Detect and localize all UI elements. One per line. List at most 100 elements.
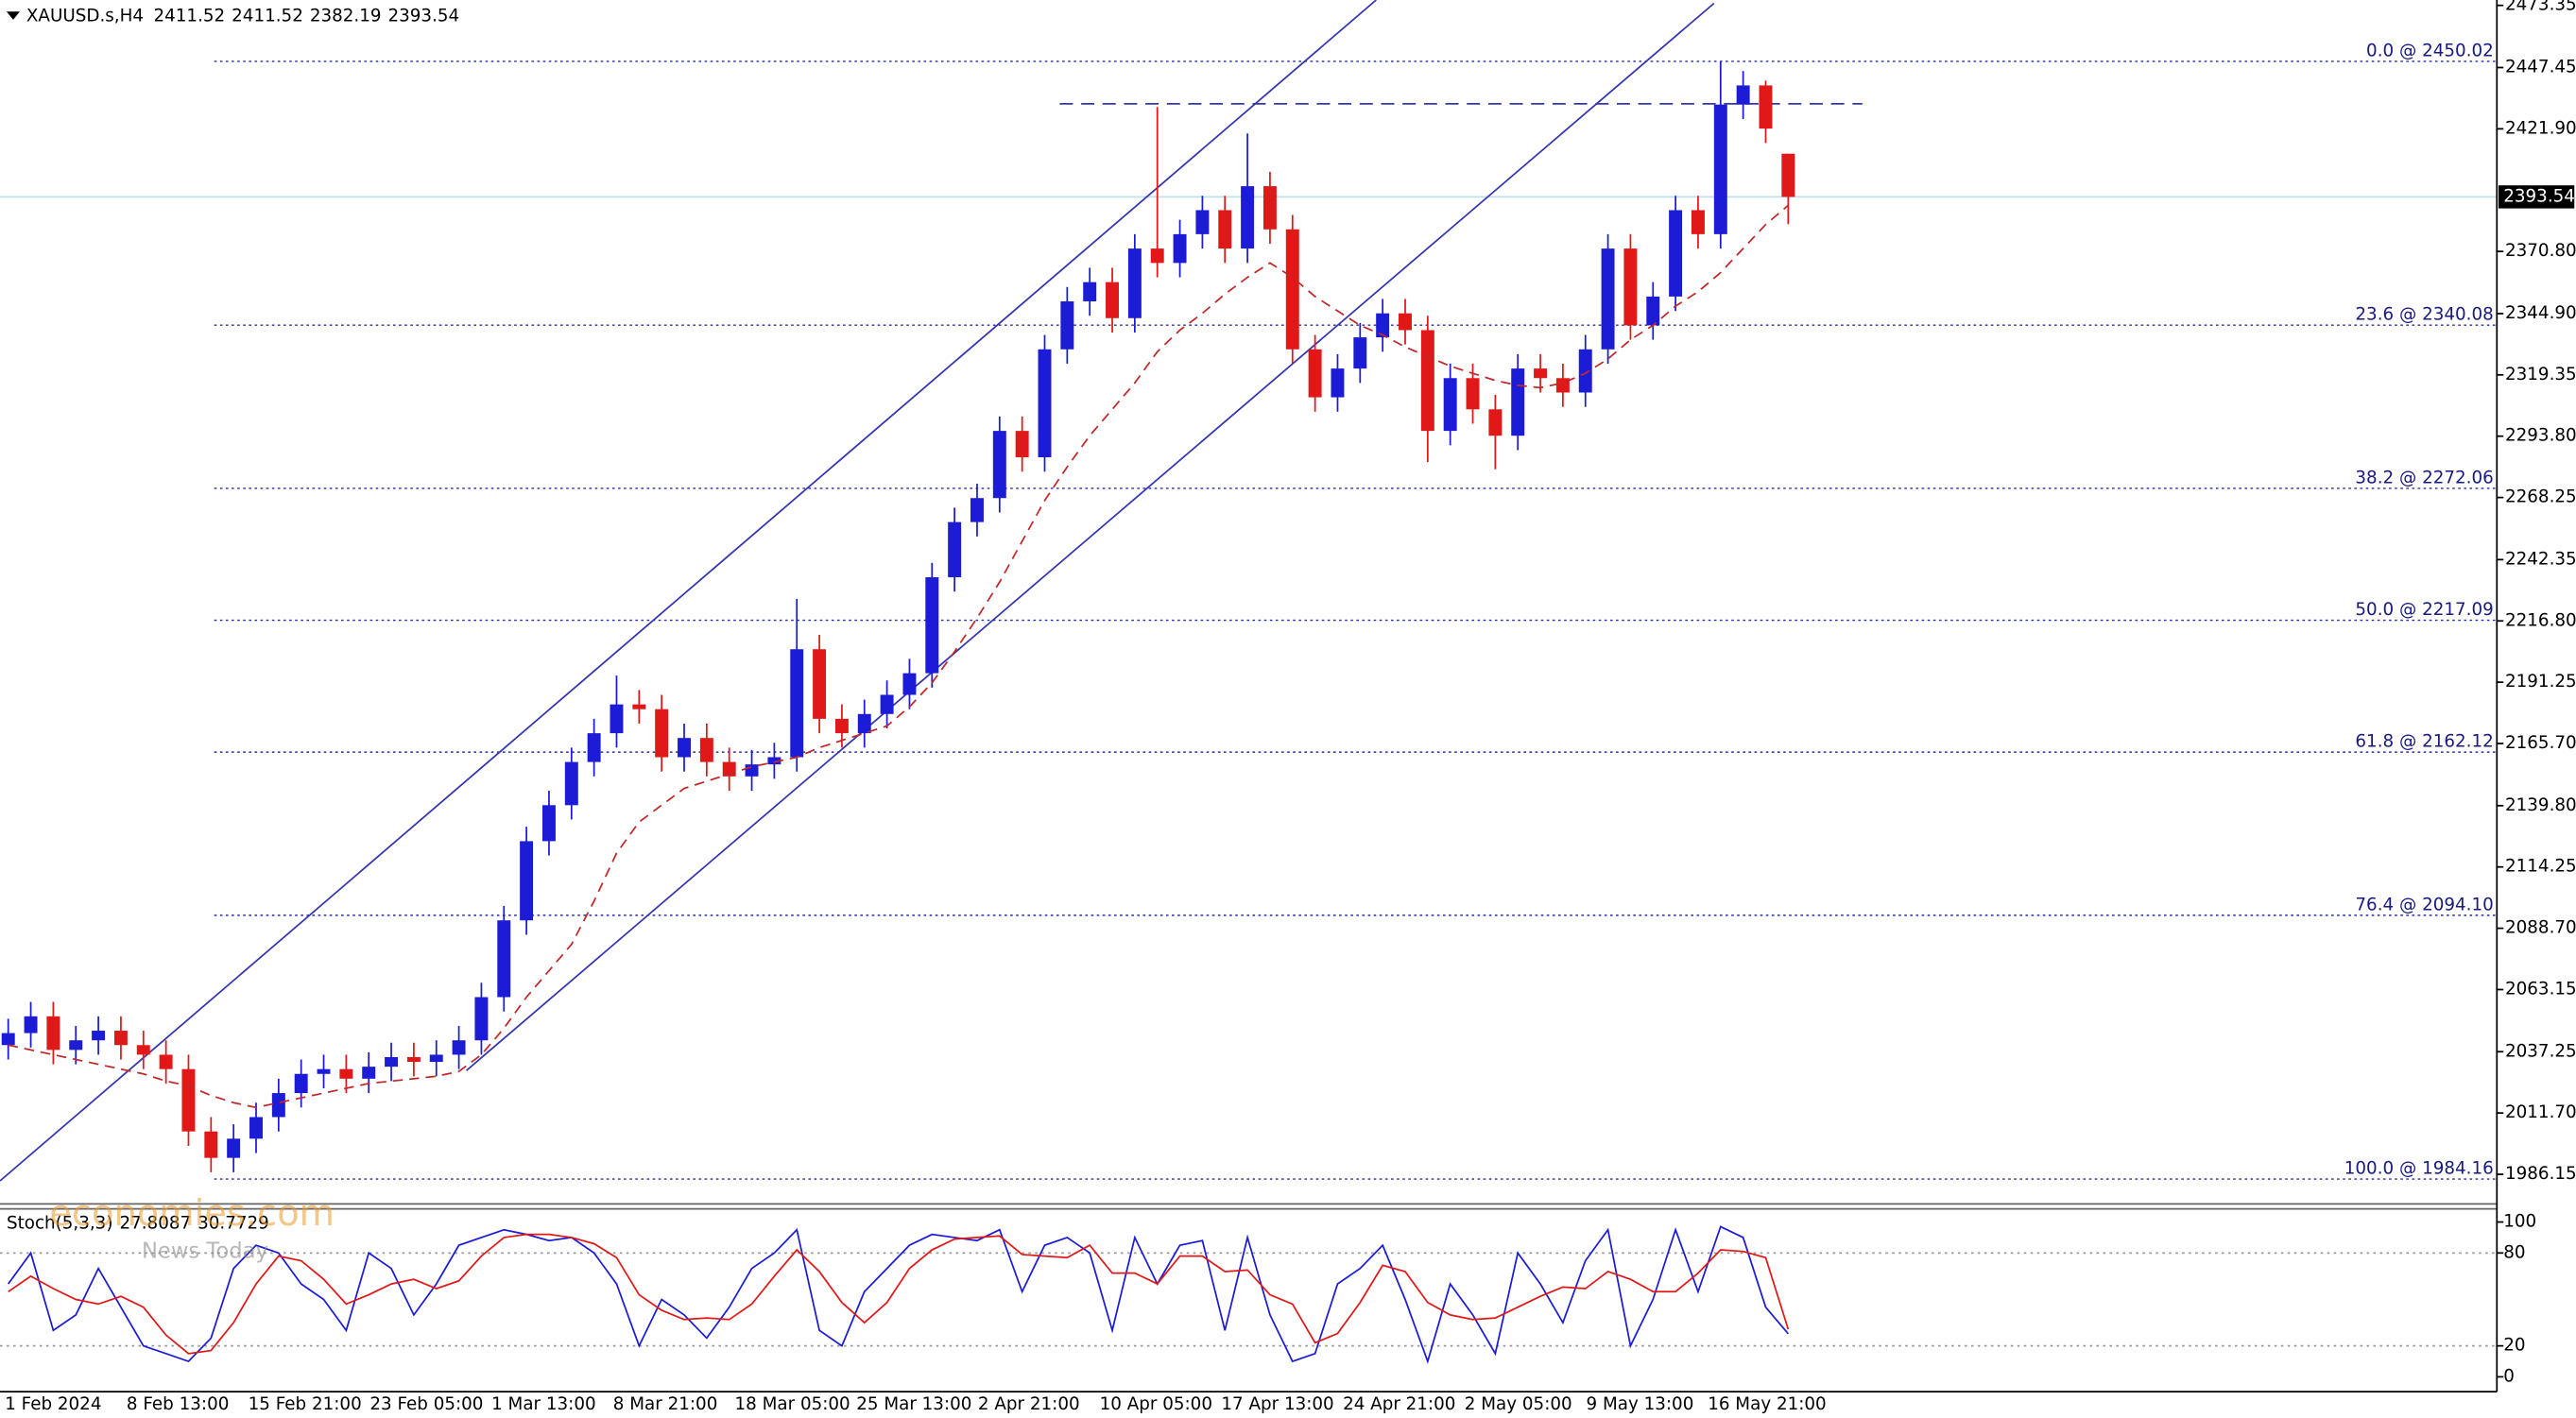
- candle-body: [69, 1040, 83, 1051]
- x-tick-label: 1 Feb 2024: [5, 1394, 101, 1414]
- fib-label: 23.6 @ 2340.08: [2355, 305, 2493, 325]
- candle-body: [181, 1068, 196, 1132]
- candle-body: [1195, 210, 1210, 234]
- current-price-box: [2499, 185, 2575, 209]
- candle-body: [1669, 210, 1683, 297]
- candle-body: [46, 1016, 60, 1051]
- candle-body: [1443, 378, 1457, 432]
- candle-body: [1353, 337, 1367, 369]
- candle-body: [1127, 248, 1142, 318]
- candle-body: [1308, 349, 1322, 398]
- k-value: 27.8087: [119, 1213, 191, 1233]
- candle-body: [610, 704, 624, 734]
- candle-body: [587, 733, 601, 762]
- current-price-label: 2393.54: [2503, 186, 2575, 206]
- y-tick-label: 2268.25: [2505, 487, 2576, 507]
- watermark-subtitle: News Today: [142, 1239, 268, 1263]
- x-tick-label: 8 Mar 21:00: [613, 1394, 718, 1414]
- candle-body: [520, 841, 534, 921]
- candle-body: [1601, 248, 1615, 350]
- candle-body: [948, 521, 962, 578]
- y-tick-label: 2319.35: [2505, 365, 2576, 384]
- x-tick-label: 1 Mar 13:00: [491, 1394, 596, 1414]
- x-tick-label: 17 Apr 13:00: [1221, 1394, 1333, 1414]
- y-tick-label: 2344.90: [2505, 303, 2576, 323]
- y-tick-label: 2139.80: [2505, 795, 2576, 815]
- candle-body: [385, 1056, 399, 1068]
- candle-body: [1691, 210, 1705, 234]
- candle-body: [925, 577, 939, 674]
- candle-body: [317, 1068, 331, 1074]
- candle-body: [699, 738, 713, 762]
- stoch-line: [8, 1233, 1790, 1355]
- candle-body: [541, 805, 556, 842]
- x-tick-label: 15 Feb 21:00: [249, 1394, 362, 1414]
- y-tick-label: 0: [2503, 1366, 2515, 1386]
- candle-body: [474, 997, 489, 1041]
- y-tick-label: 2011.70: [2505, 1102, 2576, 1122]
- candle-body: [767, 757, 781, 765]
- y-tick-label: 20: [2503, 1336, 2525, 1356]
- y-tick-label: 2473.35: [2505, 0, 2576, 15]
- candle-body: [1150, 248, 1164, 264]
- d-value: 30.7729: [197, 1213, 269, 1233]
- watermark-title: economies.com: [49, 1192, 335, 1235]
- x-tick-label: 2 May 05:00: [1465, 1394, 1572, 1414]
- candle-body: [1623, 248, 1638, 326]
- candle-body: [745, 764, 759, 777]
- candle-body: [1646, 296, 1660, 326]
- open-value: 2411.52: [154, 6, 226, 26]
- candle-body: [1578, 349, 1592, 393]
- x-tick-label: 9 May 13:00: [1587, 1394, 1694, 1414]
- candle-body: [1083, 282, 1097, 301]
- y-tick-label: 2421.90: [2505, 118, 2576, 138]
- candle-body: [1376, 313, 1390, 338]
- symbol-header: XAUUSD.s,H4 2411.52 2411.52 2382.19 2393.54: [26, 6, 459, 26]
- x-tick-label: 23 Feb 05:00: [369, 1394, 483, 1414]
- candle-body: [1060, 300, 1074, 350]
- channel-upper: [0, 0, 1377, 1182]
- candle-body: [249, 1117, 263, 1139]
- candle-body: [1488, 409, 1503, 436]
- y-tick-label: 80: [2503, 1242, 2525, 1262]
- close-value: 2393.54: [388, 6, 460, 26]
- stoch-header: Stoch(5,3,3) 27.8087 30.7729: [7, 1213, 269, 1233]
- x-tick-label: 18 Mar 05:00: [735, 1394, 850, 1414]
- candle-body: [1736, 85, 1750, 105]
- y-tick-label: 2447.45: [2505, 57, 2576, 77]
- candle-body: [655, 709, 669, 758]
- candle-body: [24, 1016, 38, 1034]
- x-tick-label: 25 Mar 13:00: [856, 1394, 971, 1414]
- y-tick-label: 2088.70: [2505, 918, 2576, 938]
- x-tick-label: 16 May 21:00: [1708, 1394, 1827, 1414]
- candle-body: [1466, 378, 1480, 410]
- fib-label: 0.0 @ 2450.02: [2366, 42, 2494, 61]
- y-tick-label: 2114.25: [2505, 857, 2576, 877]
- candle-body: [1511, 368, 1525, 436]
- candle-body: [813, 649, 827, 719]
- y-tick-label: 2370.80: [2505, 241, 2576, 261]
- y-tick-label: 2165.70: [2505, 733, 2576, 753]
- x-tick-label: 8 Feb 13:00: [127, 1394, 229, 1414]
- y-tick-label: 2037.25: [2505, 1041, 2576, 1061]
- indicator-name: Stoch(5,3,3): [7, 1213, 113, 1233]
- candle-body: [1420, 330, 1434, 432]
- candle-body: [992, 431, 1006, 499]
- menu-triangle[interactable]: [6, 11, 20, 20]
- candle-body: [632, 704, 646, 709]
- fib-label: 38.2 @ 2272.06: [2355, 468, 2493, 487]
- candle-body: [339, 1068, 353, 1079]
- channel-lower: [466, 2, 1715, 1071]
- candle-body: [564, 761, 578, 806]
- candle-body: [1106, 282, 1120, 318]
- moving-average: [8, 204, 1789, 1109]
- candle-body: [294, 1073, 308, 1094]
- candle-body: [406, 1056, 421, 1063]
- candle-body: [1399, 313, 1412, 331]
- candle-body: [678, 738, 691, 758]
- candle-body: [857, 713, 871, 734]
- y-tick-label: 2191.25: [2505, 672, 2576, 692]
